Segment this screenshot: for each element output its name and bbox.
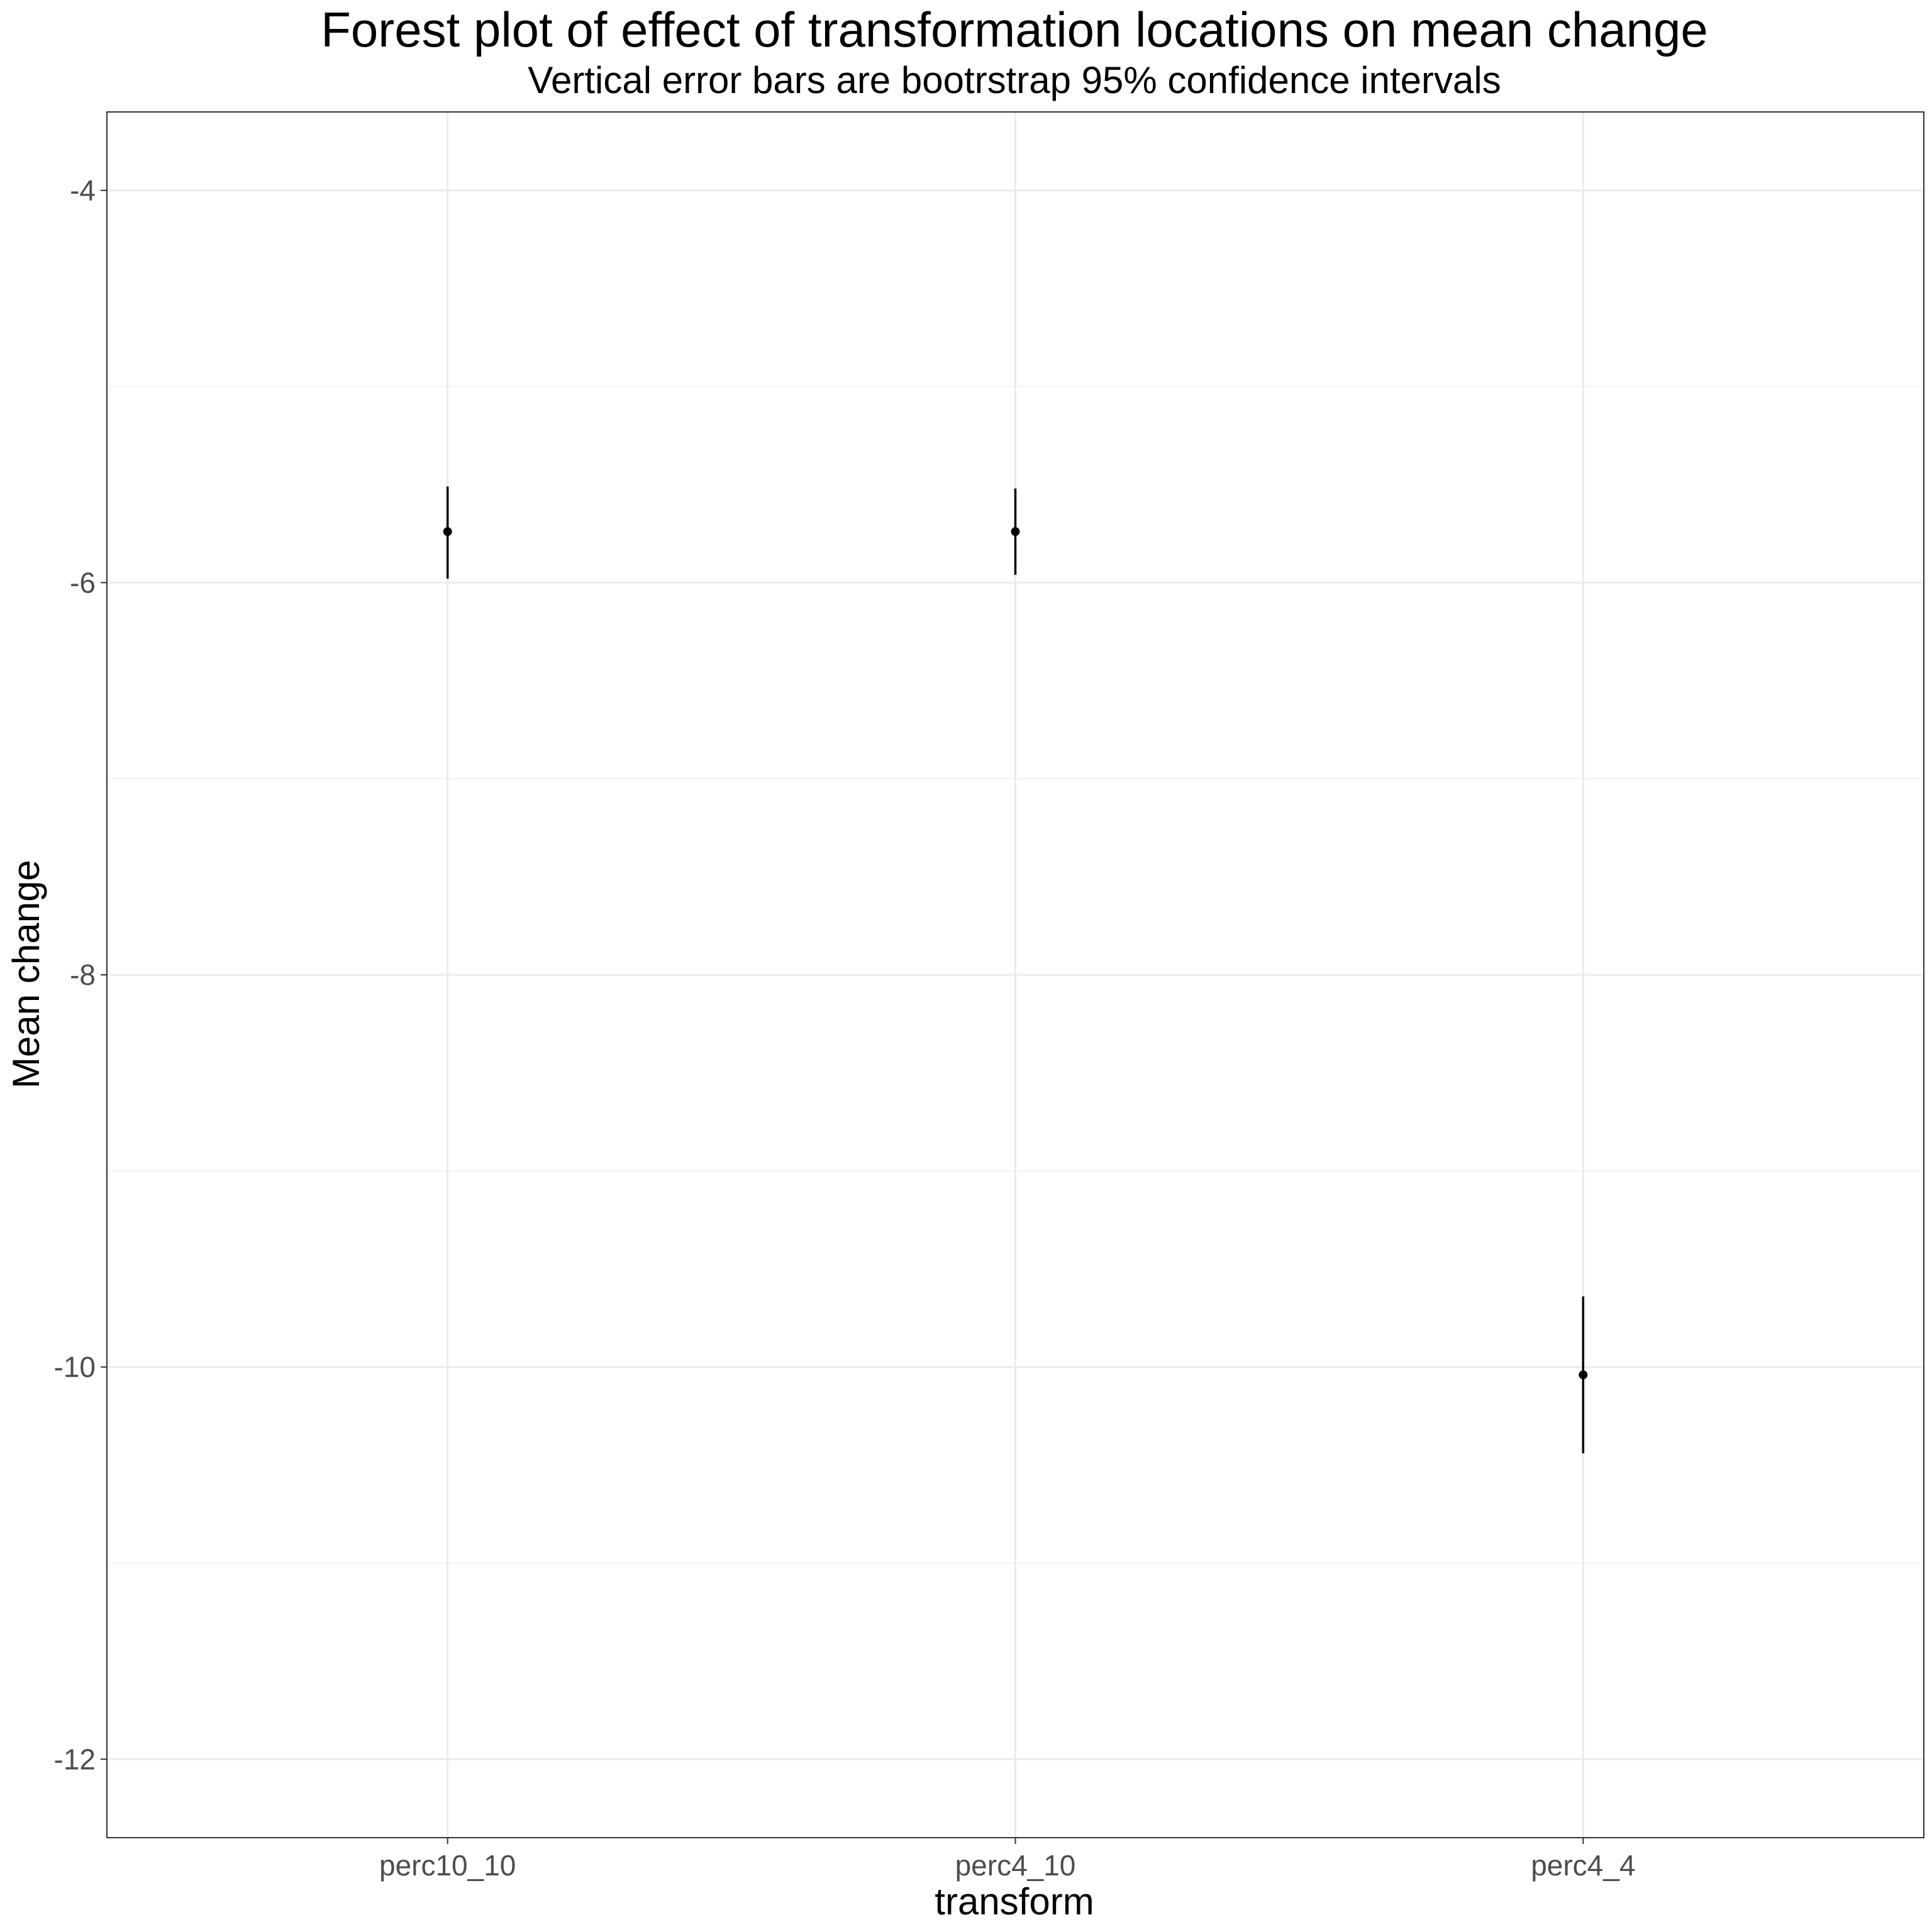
x-axis: perc10_10 perc4_10 perc4_4 [379,1838,1635,1882]
point-perc4_10 [1011,527,1020,536]
x-tick-label-perc4_4: perc4_4 [1531,1849,1635,1882]
chart-title: Forest plot of effect of transformation … [321,2,1707,57]
point-perc10_10 [443,527,452,536]
y-tick-label: -12 [54,1743,96,1775]
x-tick-label-perc10_10: perc10_10 [379,1849,516,1882]
chart-subtitle: Vertical error bars are bootrstrap 95% c… [528,59,1501,101]
y-tick-label: -8 [70,958,96,991]
y-axis-title: Mean change [5,860,47,1089]
x-tick-label-perc4_10: perc4_10 [955,1849,1076,1882]
grid-lines [107,112,1924,1838]
y-tick-label: -10 [54,1351,96,1384]
y-tick-label: -4 [70,174,96,207]
y-axis: -4 -6 -8 -10 -12 [54,174,107,1775]
y-tick-label: -6 [70,566,96,599]
x-axis-title: transform [935,1880,1094,1923]
data-marks [443,486,1588,1453]
point-perc4_4 [1579,1370,1588,1380]
